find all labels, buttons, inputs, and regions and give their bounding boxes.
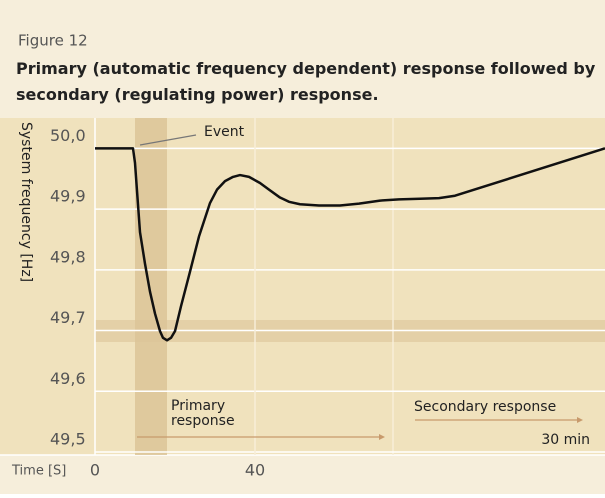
- frequency-line: [95, 147, 605, 342]
- event-arrow: [139, 134, 197, 146]
- plot-area: [0, 118, 605, 455]
- title-box: Primary (automatic frequency dependent) …: [16, 59, 596, 104]
- y-axis-label: System frequency [Hz]: [18, 122, 34, 282]
- y-tick-label: 49,8: [50, 247, 86, 266]
- y-tick-label: 50,0: [50, 126, 86, 145]
- x-tick-label: 40: [245, 461, 265, 480]
- x-tick-label: 0: [90, 461, 100, 480]
- figure-label: Figure 12: [18, 32, 88, 50]
- y-tick-label: 49,9: [50, 187, 86, 206]
- primary-label: Primary: [171, 398, 225, 414]
- y-tick-label: 49,6: [50, 369, 86, 388]
- arrow-head: [577, 417, 583, 423]
- chart-title: Primary (automatic frequency dependent) …: [16, 59, 596, 104]
- event-band: [135, 118, 167, 455]
- y-tick-label: 49,5: [50, 430, 86, 449]
- secondary-label: Secondary response: [414, 399, 556, 415]
- arrow-head: [379, 434, 385, 440]
- x-axis-label: Time [S]: [11, 464, 66, 479]
- duration-label: 30 min: [541, 432, 590, 448]
- y-tick-label: 49,7: [50, 308, 86, 327]
- primary-label: response: [171, 413, 235, 429]
- event-label: Event: [204, 124, 245, 140]
